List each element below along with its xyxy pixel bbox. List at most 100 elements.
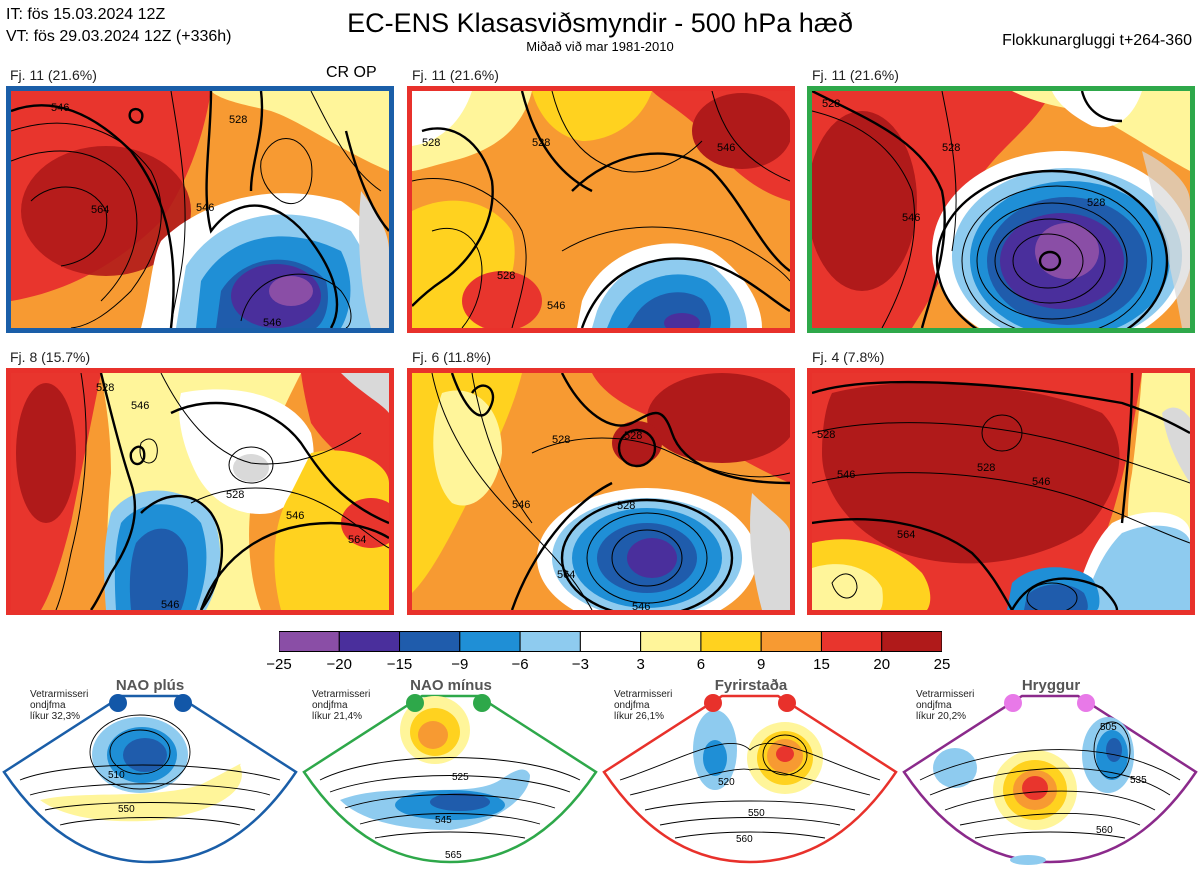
contour-label: 528 (1087, 197, 1105, 209)
regime-4-contour-1: 505 (1100, 722, 1117, 733)
regime-2-note: Vetrarmisseri ondjfma líkur 21,4% (312, 689, 371, 722)
regime-1-map[interactable]: 510 550 (0, 690, 300, 871)
colorbar-swatch (640, 631, 702, 652)
contour-label: 546 (286, 510, 304, 522)
regime-1-title: NAO plús (115, 677, 185, 694)
cluster-map-4[interactable]: 528 546 528 546 564 546 (6, 368, 394, 615)
regime-1-contour-2: 550 (118, 804, 135, 815)
colorbar-swatch (820, 631, 883, 652)
contour-label: 528 (532, 137, 550, 149)
valid-time: VT: fös 29.03.2024 12Z (+336h) (6, 28, 232, 45)
colorbar-tick-label: −25 (266, 656, 292, 673)
colorbar-tick-label: 20 (873, 656, 891, 673)
colorbar-tick-label: 25 (933, 656, 951, 673)
panel-6-label: Fj. 4 (7.8%) (812, 349, 885, 365)
contour-label: 546 (161, 599, 179, 610)
regime-1-dot (174, 694, 192, 712)
contour-label: 528 (422, 137, 440, 149)
cluster-map-2[interactable]: 528 528 546 528 546 (407, 86, 795, 333)
regime-4-contour-2: 535 (1130, 775, 1147, 786)
regime-4-title: Hryggur (1021, 677, 1081, 694)
contour-label: 564 (557, 569, 575, 581)
contour-label: 528 (624, 430, 642, 442)
regime-2-contour-1: 525 (452, 772, 469, 783)
contour-label: 528 (617, 500, 635, 512)
cluster-map-1[interactable]: 546 528 564 546 546 564 (6, 86, 394, 333)
colorbar-tick-label: 9 (757, 656, 766, 673)
regime-2-contour-3: 565 (445, 850, 462, 861)
colorbar-swatch (579, 631, 642, 652)
initial-time: IT: fös 15.03.2024 12Z (6, 6, 166, 23)
regime-2-map[interactable]: 525 545 565 (300, 690, 600, 871)
colorbar-tick-label: −20 (326, 656, 352, 673)
colorbar-tick-label: −15 (386, 656, 413, 673)
cluster-map-5[interactable]: 528 528 528 546 564 546 (407, 368, 795, 615)
colorbar-tick-label: −3 (571, 656, 589, 673)
colorbar-tick-label: −9 (451, 656, 469, 673)
regime-3-contour-3: 560 (736, 834, 753, 845)
colorbar-swatch (519, 631, 581, 652)
colorbar-swatch (881, 631, 943, 652)
colorbar (278, 631, 943, 652)
regime-4-note: Vetrarmisseri ondjfma líkur 20,2% (916, 689, 975, 722)
regime-2-contour-2: 545 (435, 815, 452, 826)
regime-3-dot (704, 694, 722, 712)
contour-label: 528 (977, 462, 995, 474)
regime-2-title: NAO mínus (410, 677, 492, 694)
contour-label: 546 (837, 469, 855, 481)
contour-label: 564 (361, 327, 379, 328)
contour-label: 546 (717, 142, 735, 154)
contour-label: 564 (348, 534, 366, 546)
colorbar-swatch (399, 631, 461, 652)
page-title: EC-ENS Klasasviðsmyndir - 500 hPa hæð (347, 8, 853, 38)
colorbar-tick-label: −6 (511, 656, 529, 673)
contour-label: 528 (96, 382, 114, 394)
contour-label: 546 (51, 102, 69, 114)
contour-label: 528 (229, 114, 247, 126)
regime-3-title: Fyrirstaða (714, 677, 788, 694)
contour-label: 528 (817, 429, 835, 441)
contour-label: 528 (942, 142, 960, 154)
contour-label: 528 (497, 270, 515, 282)
cluster-map-3[interactable]: 528 528 546 528 (807, 86, 1195, 333)
panel-5-label: Fj. 6 (11.8%) (412, 349, 492, 365)
contour-label: 546 (902, 212, 920, 224)
colorbar-swatch (700, 631, 762, 652)
regime-1-contour-1: 510 (108, 770, 125, 781)
regime-3-contour-2: 550 (748, 808, 765, 819)
colorbar-tick-label: 15 (813, 656, 830, 673)
regime-4-dot (1077, 694, 1095, 712)
regime-1-dot (109, 694, 127, 712)
regime-4-contour-3: 560 (1096, 825, 1113, 836)
contour-label: 546 (196, 202, 214, 214)
contour-label: 546 (632, 601, 650, 610)
classification-window: Flokkunargluggi t+264-360 (1002, 32, 1192, 49)
contour-label: 546 (131, 400, 149, 412)
regime-2-dot (406, 694, 424, 712)
contour-label: 528 (226, 489, 244, 501)
regime-1-note: Vetrarmisseri ondjfma líkur 32,3% (30, 689, 89, 722)
regime-3-dot (778, 694, 796, 712)
regime-3-map[interactable]: 520 550 560 (600, 690, 900, 871)
colorbar-swatch (338, 631, 401, 652)
panel-2-label: Fj. 11 (21.6%) (412, 67, 499, 83)
colorbar-swatch (459, 631, 521, 652)
panel-4-label: Fj. 8 (15.7%) (10, 349, 91, 365)
regime-4-map[interactable]: 505 535 560 (900, 690, 1200, 871)
cluster-map-6[interactable]: 528 546 546 564 528 (807, 368, 1195, 615)
contour-label: 546 (1032, 476, 1050, 488)
colorbar-tick-label: 3 (636, 656, 645, 673)
panel-1-label: Fj. 11 (21.6%) (10, 67, 97, 83)
contour-label: 528 (822, 98, 840, 110)
colorbar-swatch (760, 631, 822, 652)
contour-label: 546 (547, 300, 565, 312)
regime-3-contour-1: 520 (718, 777, 735, 788)
regime-3-note: Vetrarmisseri ondjfma líkur 26,1% (614, 689, 673, 722)
header-dates: IT: fös 15.03.2024 12Z VT: fös 29.03.202… (6, 4, 231, 48)
crop-label: CR OP (326, 64, 377, 81)
regime-4-dot (1004, 694, 1022, 712)
contour-label: 564 (91, 204, 109, 216)
colorbar-swatches (278, 631, 943, 652)
contour-label: 546 (512, 499, 530, 511)
panel-3-label: Fj. 11 (21.6%) (812, 67, 899, 83)
